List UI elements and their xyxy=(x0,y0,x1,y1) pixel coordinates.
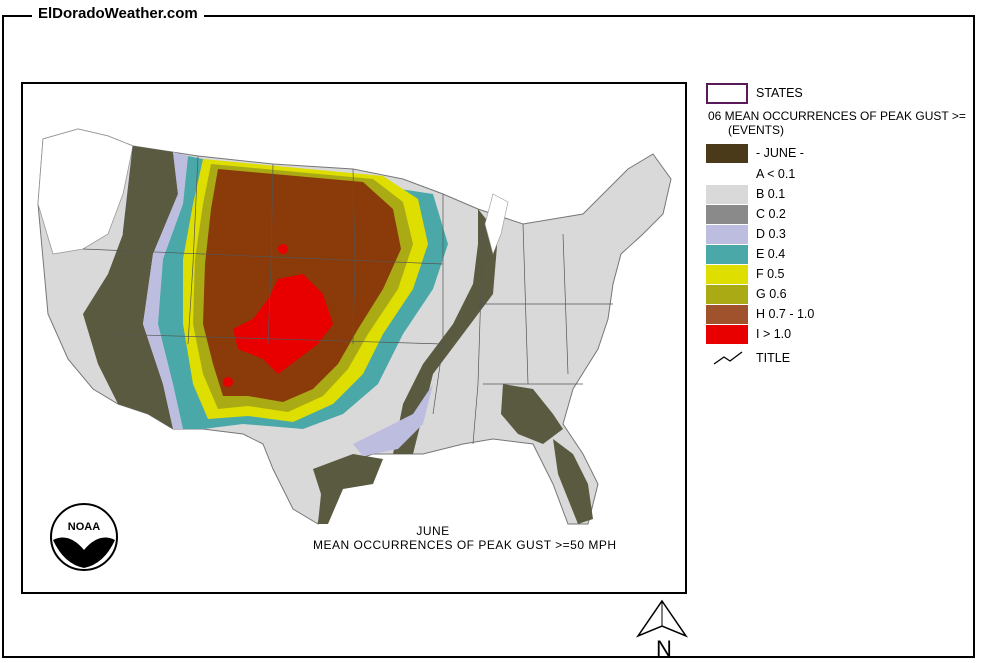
us-gust-map xyxy=(37,128,672,525)
map-caption: JUNE MEAN OCCURRENCES OF PEAK GUST >=50 … xyxy=(313,524,633,552)
state-boundaries xyxy=(82,145,613,445)
red-spot-sw xyxy=(223,377,233,387)
states-label: STATES xyxy=(756,86,803,100)
legend-title-symbol-row: TITLE xyxy=(706,348,790,368)
western-band xyxy=(83,146,178,429)
legend-class-h: H 0.7 - 1.0 xyxy=(706,304,814,324)
florida-dark-region xyxy=(553,439,593,524)
lavender-band-west xyxy=(143,152,188,429)
class-h-swatch xyxy=(706,304,748,324)
legend-states-row: STATES xyxy=(706,82,803,104)
class-g-label: G 0.6 xyxy=(756,287,787,301)
red-spot-nw xyxy=(278,244,288,254)
map-panel: NOAA JUNE MEAN OCCURRENCES OF PEAK GUST … xyxy=(21,82,687,594)
north-label: N xyxy=(656,636,672,660)
legend-class-b: B 0.1 xyxy=(706,184,785,204)
class-d-label: D 0.3 xyxy=(756,227,786,241)
class-a-swatch xyxy=(706,164,748,184)
caption-month: JUNE xyxy=(416,524,450,538)
map-frame xyxy=(2,15,975,658)
lavender-band-south xyxy=(353,384,433,456)
legend-class-d: D 0.3 xyxy=(706,224,786,244)
legend-class-a: A < 0.1 xyxy=(706,164,795,184)
legend-class-f: F 0.5 xyxy=(706,264,785,284)
class-f-swatch xyxy=(706,264,748,284)
month-swatch xyxy=(706,143,748,163)
title-line-icon xyxy=(713,350,743,365)
red-peak xyxy=(233,274,333,374)
title-symbol-label: TITLE xyxy=(756,351,791,365)
class-i-swatch xyxy=(706,324,748,344)
legend-title-line2: (EVENTS) xyxy=(728,123,785,137)
north-arrow-icon: N xyxy=(635,599,689,660)
legend-class-i: I > 1.0 xyxy=(706,324,791,344)
class-i-label: I > 1.0 xyxy=(756,327,792,341)
georgia-dark-region xyxy=(501,384,563,444)
legend-title: 06 MEAN OCCURRENCES OF PEAK GUST >= (EVE… xyxy=(708,109,966,137)
legend-class-e: E 0.4 xyxy=(706,244,785,264)
legend-month-row: - JUNE - xyxy=(706,143,804,163)
class-c-label: C 0.2 xyxy=(756,207,786,221)
southeast-dark-band xyxy=(393,209,498,454)
texas-gulf-dark-region xyxy=(313,454,383,524)
noaa-logo: NOAA xyxy=(50,503,118,571)
class-b-label: B 0.1 xyxy=(756,187,786,201)
legend-class-g: G 0.6 xyxy=(706,284,787,304)
noaa-logo-text: NOAA xyxy=(68,521,100,533)
pacific-nw-region xyxy=(37,128,134,255)
class-a-label: A < 0.1 xyxy=(756,167,796,181)
class-f-label: F 0.5 xyxy=(756,267,785,281)
class-d-swatch xyxy=(706,224,748,244)
class-b-swatch xyxy=(706,184,748,204)
states-swatch xyxy=(706,82,748,104)
class-c-swatch xyxy=(706,204,748,224)
legend-class-c: C 0.2 xyxy=(706,204,786,224)
great-lakes xyxy=(484,193,509,255)
month-label: - JUNE - xyxy=(756,146,804,160)
class-g-swatch xyxy=(706,284,748,304)
site-title: ElDoradoWeather.com xyxy=(32,5,204,22)
class-h-label: H 0.7 - 1.0 xyxy=(756,307,815,321)
class-e-label: E 0.4 xyxy=(756,247,786,261)
caption-title: MEAN OCCURRENCES OF PEAK GUST >=50 MPH xyxy=(313,538,617,552)
class-e-swatch xyxy=(706,244,748,264)
legend-title-line1: 06 MEAN OCCURRENCES OF PEAK GUST >= xyxy=(708,109,966,123)
